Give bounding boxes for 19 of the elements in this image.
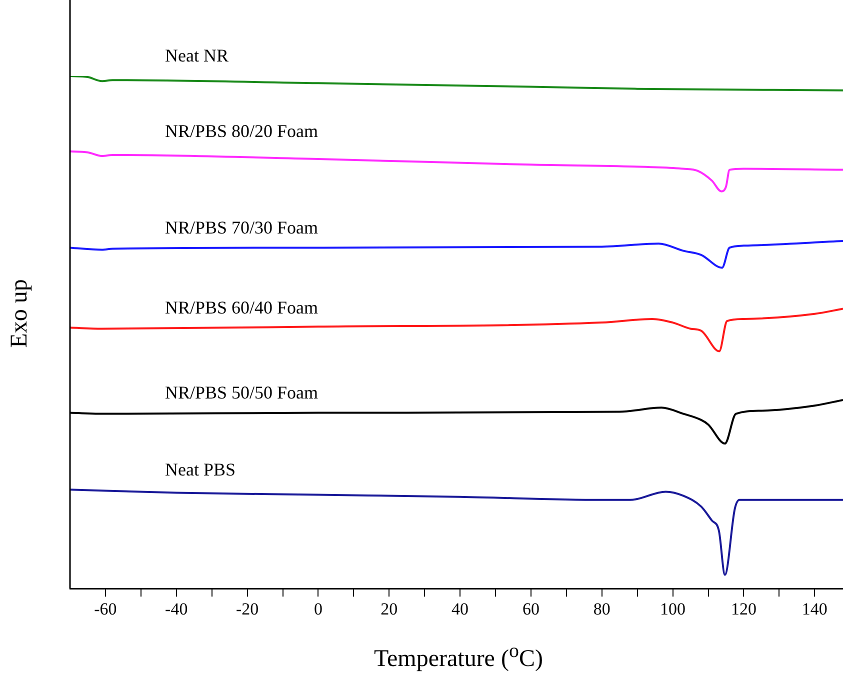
x-axis-title: Temperature ($^{o}$C) [373, 640, 544, 673]
series-label: NR/PBS 60/40 Foam [165, 297, 318, 318]
x-tick-label: 60 [522, 599, 540, 618]
series-label: NR/PBS 80/20 Foam [165, 121, 318, 142]
series-label: Neat NR [165, 46, 228, 66]
series-label: Neat PBS [165, 459, 236, 480]
y-axis-title: Exo up [6, 278, 34, 350]
series-label: NR/PBS 70/30 Foam [165, 217, 318, 238]
x-tick-label: 140 [802, 599, 828, 618]
x-tick-label: 80 [593, 599, 610, 618]
x-tick-label: 40 [452, 599, 469, 618]
x-tick-label: 120 [730, 599, 756, 618]
x-tick-label: -60 [94, 599, 117, 618]
x-tick-label: 100 [660, 599, 686, 618]
x-tick-label: -20 [236, 599, 259, 618]
x-tick-label: -40 [165, 599, 188, 618]
x-tick-label: 20 [380, 599, 398, 618]
series-label: NR/PBS 50/50 Foam [165, 382, 318, 403]
x-tick-label: 0 [314, 599, 322, 618]
